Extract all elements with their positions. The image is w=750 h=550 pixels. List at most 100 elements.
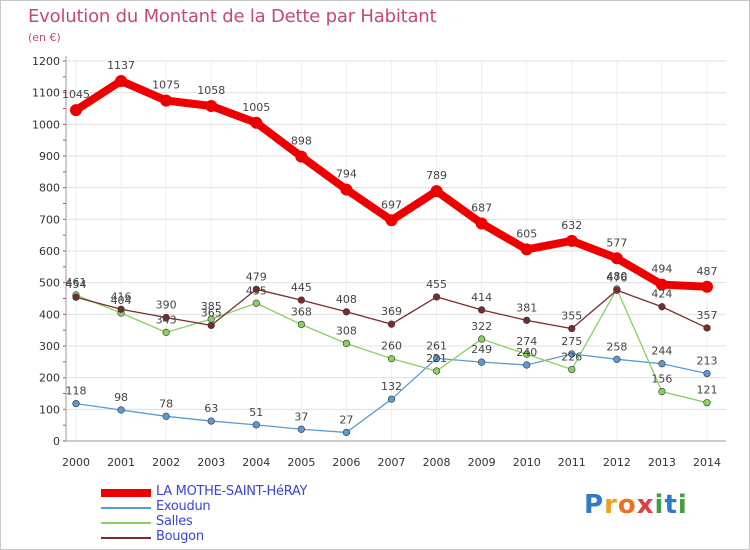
series-0-data-label: 632 (561, 219, 582, 232)
series-2-data-label: 385 (201, 300, 222, 313)
series-1-data-label: 240 (516, 346, 537, 359)
series-0-data-label: 1137 (107, 59, 135, 72)
series-0-data-label: 577 (606, 236, 627, 249)
series-1-data-label: 275 (561, 335, 582, 348)
series-0-point (430, 185, 443, 198)
series-1-point (568, 350, 576, 358)
series-1-point (523, 361, 531, 369)
series-1-point (117, 406, 125, 414)
legend-label: Exoudun (156, 499, 211, 514)
series-3-data-label: 454 (66, 278, 87, 291)
y-tick-label: 0 (53, 435, 60, 448)
series-0-point (295, 150, 308, 163)
series-1-point (252, 421, 260, 429)
series-1-point (342, 428, 351, 437)
series-3-point (613, 286, 621, 294)
x-tick-label: 2002 (152, 456, 180, 469)
series-1-point (703, 369, 711, 378)
series-1-point (613, 355, 621, 363)
series-1-data-label: 118 (66, 385, 87, 398)
series-2-data-label: 461 (66, 276, 87, 289)
series-0-point (565, 234, 578, 247)
series-1-data-label: 98 (114, 391, 128, 404)
y-tick-label: 800 (39, 182, 60, 195)
series-2-data-label: 343 (156, 313, 177, 326)
legend-swatch (101, 521, 151, 524)
series-2-data-label: 368 (291, 305, 312, 318)
series-3-data-label: 381 (516, 301, 537, 314)
series-2-data-label: 156 (651, 373, 672, 386)
legend-label: Salles (156, 514, 193, 529)
series-3-data-label: 390 (156, 299, 177, 312)
series-0-data-label: 794 (336, 168, 357, 181)
series-3-data-label: 424 (651, 288, 672, 301)
legend-swatch (101, 488, 151, 497)
series-2-point (478, 335, 486, 343)
series-2-data-label: 480 (606, 270, 627, 283)
series-3-data-label: 355 (561, 310, 582, 323)
y-tick-label: 400 (39, 308, 60, 321)
x-tick-label: 2010 (513, 456, 541, 469)
series-2-data-label: 322 (471, 320, 492, 333)
y-tick-label: 1100 (32, 87, 60, 100)
series-3-data-label: 369 (381, 305, 402, 318)
series-0-point (475, 217, 488, 230)
series-3-data-label: 476 (606, 271, 627, 284)
y-tick-label: 700 (39, 213, 60, 226)
series-3-data-label: 357 (697, 309, 718, 322)
series-2-point (703, 399, 711, 407)
x-tick-label: 2004 (242, 456, 270, 469)
y-tick-label: 900 (39, 150, 60, 163)
x-tick-label: 2009 (468, 456, 496, 469)
series-3-data-label: 445 (291, 281, 312, 294)
series-1-data-label: 51 (249, 406, 263, 419)
series-1-data-label: 244 (651, 345, 672, 358)
x-tick-label: 2012 (603, 456, 631, 469)
x-tick-label: 2003 (197, 456, 225, 469)
y-tick-label: 100 (39, 403, 60, 416)
series-3-point (703, 324, 711, 332)
series-0-point (160, 94, 173, 107)
series-1-point (432, 354, 441, 362)
x-tick-label: 2005 (287, 456, 315, 469)
series-3-point (162, 313, 170, 322)
series-3-data-label: 365 (201, 306, 222, 319)
series-2-data-label: 260 (381, 340, 402, 353)
series-1-data-label: 258 (606, 340, 627, 353)
series-2-data-label: 404 (111, 294, 132, 307)
series-1-data-label: 27 (339, 413, 353, 426)
series-0-data-label: 605 (516, 227, 537, 240)
y-tick-label: 500 (39, 277, 60, 290)
series-2-point (252, 299, 260, 307)
series-0-data-label: 1005 (242, 101, 270, 114)
y-tick-label: 1200 (32, 55, 60, 68)
series-2-point (658, 388, 666, 396)
series-0-data-label: 487 (697, 265, 718, 278)
series-0-point (385, 214, 398, 227)
series-1-data-label: 249 (471, 343, 492, 356)
series-0-point (701, 280, 713, 293)
series-0-data-label: 1045 (62, 88, 90, 101)
series-3-point (523, 316, 531, 324)
series-1-point (658, 360, 666, 368)
series-2-data-label: 226 (561, 350, 582, 363)
legend-swatch (101, 536, 151, 539)
series-2-data-label: 274 (516, 335, 537, 348)
series-1-data-label: 63 (204, 402, 218, 415)
y-tick-label: 200 (39, 372, 60, 385)
series-3-data-label: 455 (426, 278, 447, 291)
series-1-point (387, 395, 396, 403)
proxiti-logo: Proxiti (584, 490, 688, 520)
series-2-point (568, 365, 576, 374)
series-3-data-label: 414 (471, 291, 492, 304)
legend-label: LA MOTHE-SAINT-HéRAY (156, 484, 308, 499)
series-2-data-label: 435 (246, 284, 267, 297)
x-tick-label: 2007 (378, 456, 406, 469)
series-1-data-label: 132 (381, 380, 402, 393)
x-tick-label: 2013 (648, 456, 676, 469)
x-tick-label: 2006 (332, 456, 360, 469)
series-3-point (117, 305, 125, 313)
series-1-data-label: 78 (159, 397, 173, 410)
series-0-point (205, 99, 218, 112)
